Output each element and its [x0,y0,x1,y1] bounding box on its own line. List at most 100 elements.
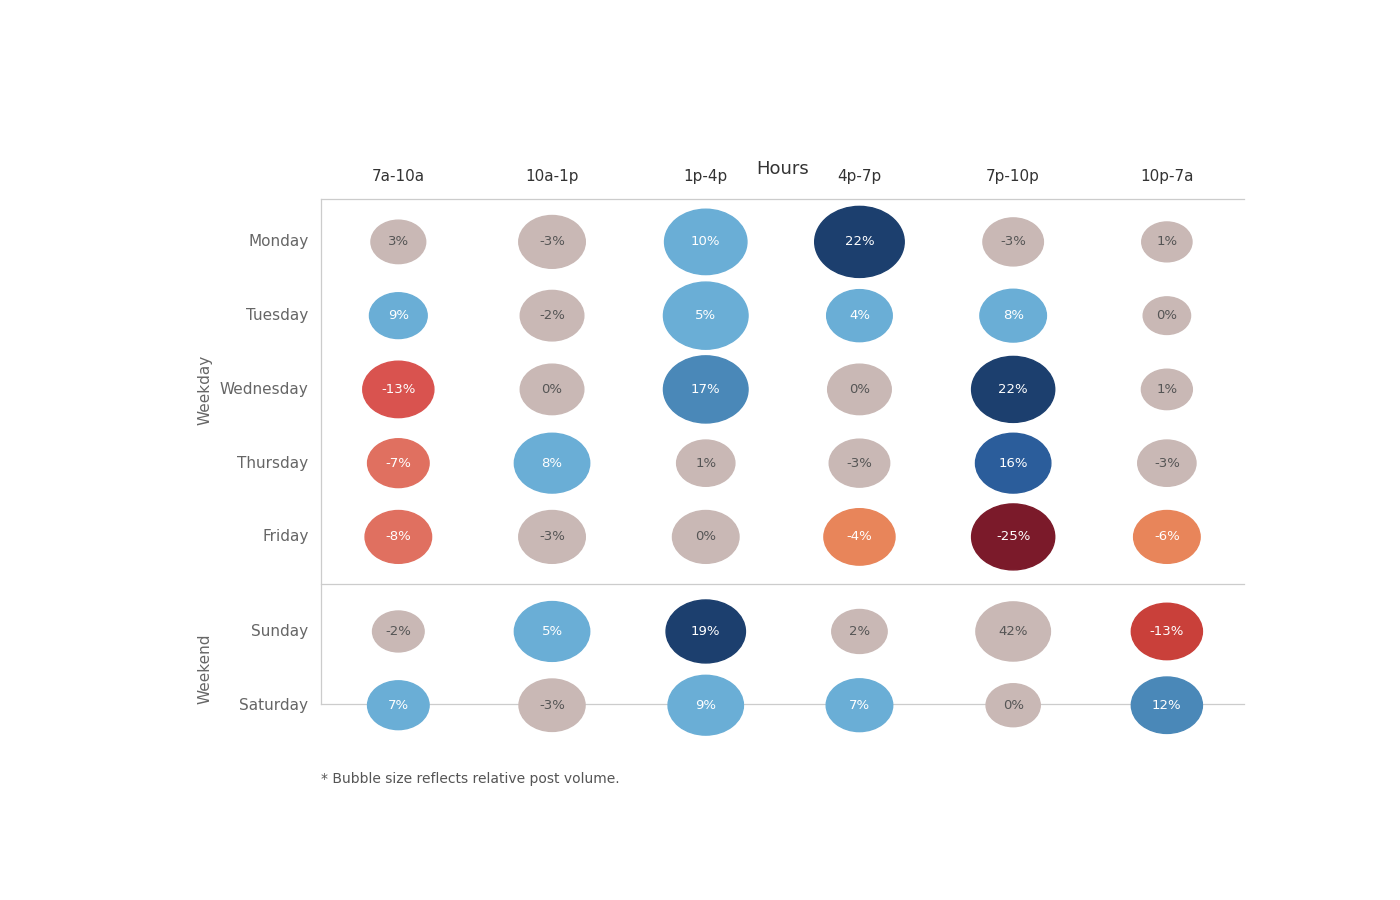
Text: 0%: 0% [542,382,563,396]
Text: 19%: 19% [692,625,721,638]
Ellipse shape [826,290,892,342]
Ellipse shape [976,602,1050,661]
Ellipse shape [666,600,745,663]
Ellipse shape [972,356,1054,422]
Text: Sunday: Sunday [252,624,308,639]
Ellipse shape [1142,222,1191,262]
Text: 12%: 12% [1152,698,1182,712]
Text: Weekday: Weekday [197,355,213,425]
Text: -3%: -3% [539,698,566,712]
Ellipse shape [1144,297,1190,335]
Text: 7%: 7% [848,698,869,712]
Ellipse shape [1131,603,1203,660]
Text: Thursday: Thursday [238,455,308,471]
Ellipse shape [1141,369,1193,410]
Text: 16%: 16% [998,456,1028,470]
Text: 8%: 8% [1002,310,1023,322]
Ellipse shape [519,510,585,563]
Text: 0%: 0% [848,382,869,396]
Text: -4%: -4% [847,530,872,544]
Ellipse shape [664,356,748,423]
Ellipse shape [980,289,1046,342]
Text: 17%: 17% [692,382,721,396]
Ellipse shape [976,433,1051,493]
Ellipse shape [368,438,430,488]
Text: 9%: 9% [696,698,717,712]
Ellipse shape [676,440,735,486]
Ellipse shape [365,510,431,563]
Text: -3%: -3% [1000,236,1026,248]
Text: 3%: 3% [388,236,409,248]
Ellipse shape [370,292,427,338]
Text: -2%: -2% [539,310,566,322]
Ellipse shape [672,510,739,563]
Text: Friday: Friday [262,529,308,544]
Ellipse shape [519,215,585,268]
Text: -3%: -3% [1154,456,1180,470]
Text: Weekend: Weekend [197,633,213,704]
Ellipse shape [514,433,589,493]
Text: 5%: 5% [542,625,563,638]
Text: 0%: 0% [696,530,717,544]
Text: -6%: -6% [1154,530,1180,544]
Text: 10p-7a: 10p-7a [1140,169,1194,184]
Text: 1%: 1% [696,456,717,470]
Text: -25%: -25% [995,530,1030,544]
Text: Wednesday: Wednesday [220,382,308,397]
Ellipse shape [1134,510,1200,563]
Text: 0%: 0% [1002,698,1023,712]
Text: Hours: Hours [756,160,809,178]
Text: 1p-4p: 1p-4p [683,169,728,184]
Text: 42%: 42% [998,625,1028,638]
Text: 2%: 2% [848,625,869,638]
Ellipse shape [371,220,426,264]
Ellipse shape [815,206,904,277]
Ellipse shape [972,504,1054,570]
Text: 0%: 0% [1156,310,1177,322]
Ellipse shape [829,439,889,487]
Ellipse shape [826,679,893,732]
Ellipse shape [668,675,743,735]
Text: -3%: -3% [539,236,566,248]
Text: 22%: 22% [998,382,1028,396]
Text: 4%: 4% [848,310,869,322]
Text: -13%: -13% [1149,625,1184,638]
Ellipse shape [368,680,430,730]
Ellipse shape [832,609,888,653]
Ellipse shape [372,611,424,652]
Text: Tuesday: Tuesday [246,308,308,323]
Text: * Bubble size reflects relative post volume.: * Bubble size reflects relative post vol… [322,772,620,786]
Text: 9%: 9% [388,310,409,322]
Text: Saturday: Saturday [239,698,308,713]
Text: 7p-10p: 7p-10p [986,169,1040,184]
Text: -2%: -2% [385,625,412,638]
Ellipse shape [521,291,584,341]
Text: 1%: 1% [1156,236,1177,248]
Ellipse shape [664,282,748,349]
Text: Monday: Monday [248,234,308,249]
Ellipse shape [519,679,585,732]
Text: 22%: 22% [844,236,874,248]
Ellipse shape [986,684,1040,726]
Text: -3%: -3% [539,530,566,544]
Text: 8%: 8% [542,456,563,470]
Ellipse shape [363,361,434,418]
Text: -3%: -3% [847,456,872,470]
Ellipse shape [665,209,748,274]
Text: 7%: 7% [388,698,409,712]
Text: 4p-7p: 4p-7p [837,169,882,184]
Text: 10a-1p: 10a-1p [525,169,578,184]
Text: -13%: -13% [381,382,416,396]
Ellipse shape [514,601,589,662]
Ellipse shape [1138,440,1196,486]
Text: -7%: -7% [385,456,412,470]
Text: 7a-10a: 7a-10a [372,169,424,184]
Ellipse shape [827,364,892,415]
Ellipse shape [1131,677,1203,733]
Text: 1%: 1% [1156,382,1177,396]
Text: -8%: -8% [385,530,412,544]
Text: 5%: 5% [696,310,717,322]
Ellipse shape [521,364,584,415]
Ellipse shape [823,508,895,565]
Ellipse shape [983,218,1043,266]
